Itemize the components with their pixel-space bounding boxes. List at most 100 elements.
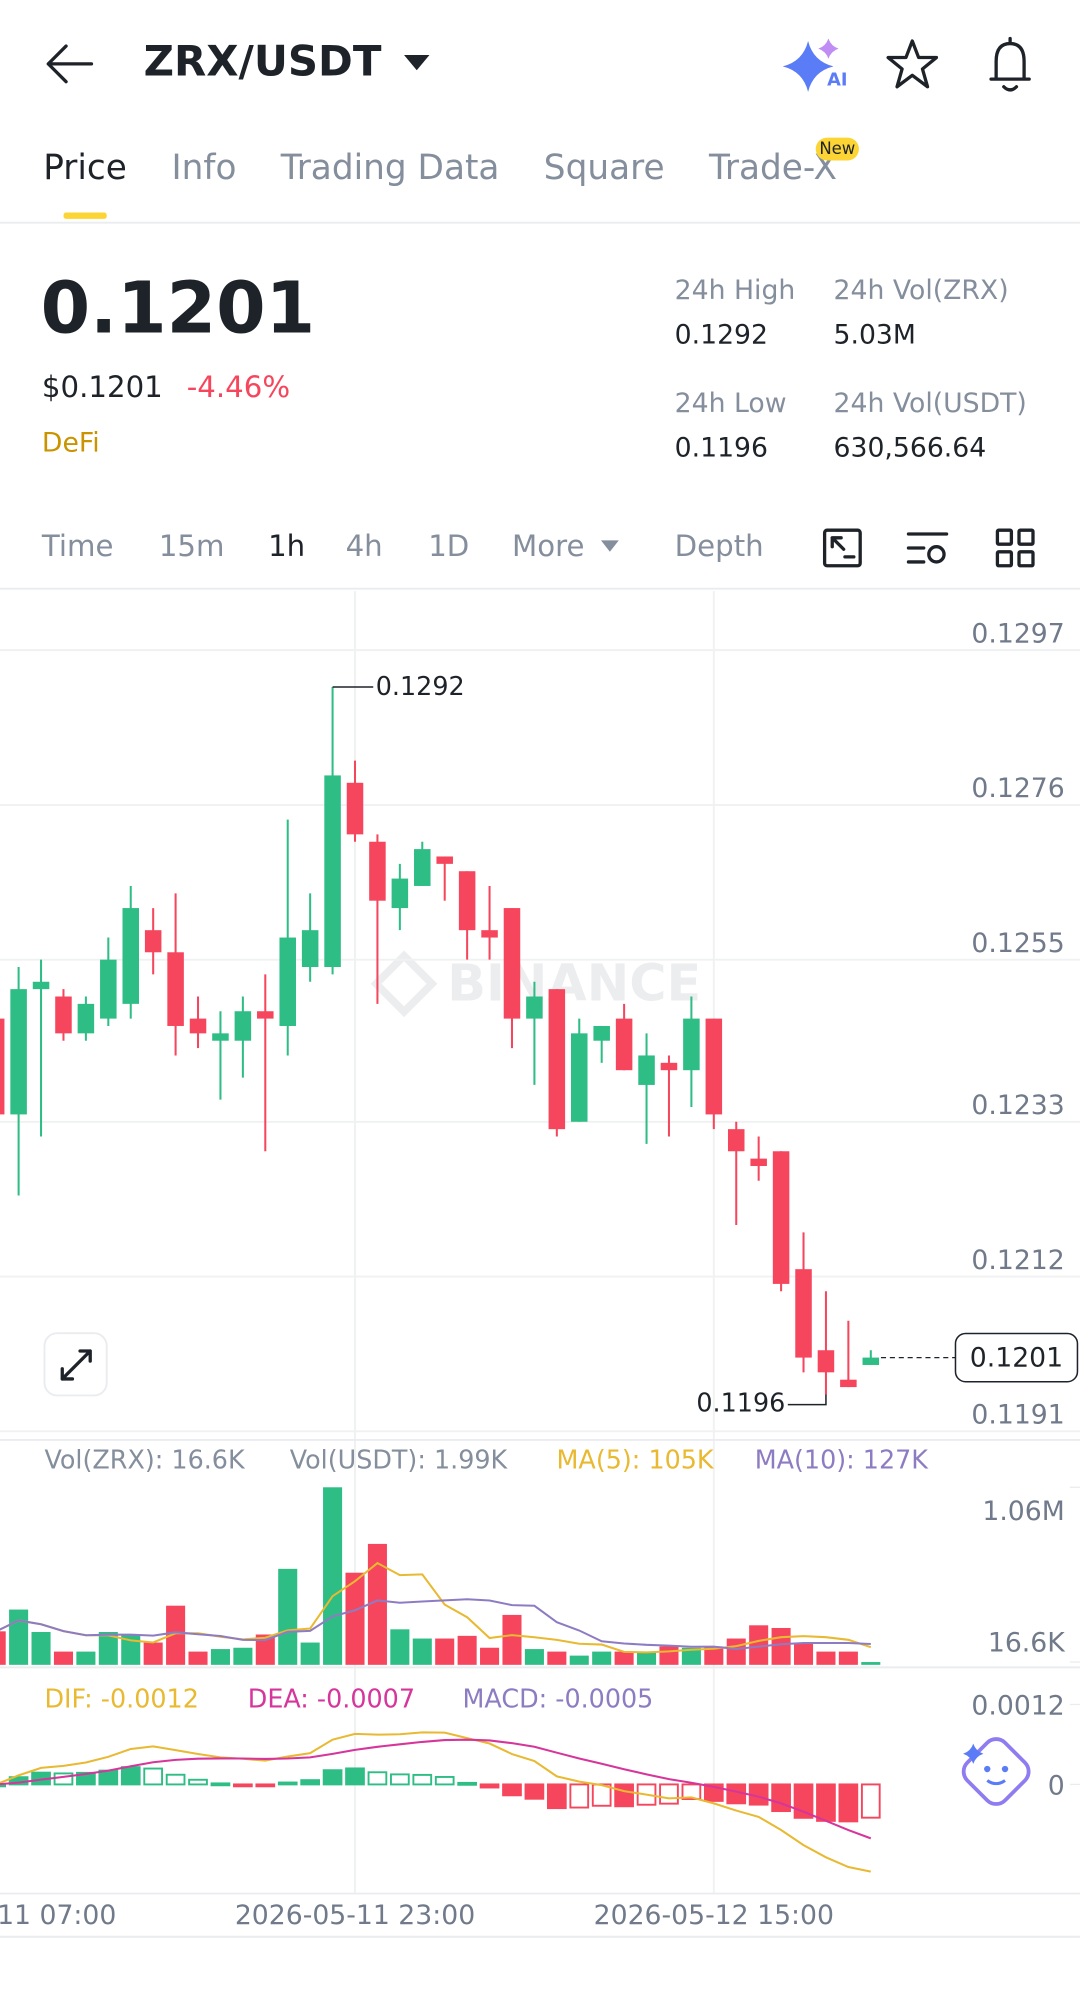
tab[interactable]: Trading Data [280,148,500,188]
tab[interactable]: Info [172,148,237,188]
candle-body [100,959,117,1019]
volume-bar [547,1651,567,1665]
icon-part [986,1779,1006,1786]
tab[interactable]: Trade-X [708,148,837,188]
icon-part [927,545,946,564]
candle-body [593,1025,610,1041]
macd-bar [524,1783,545,1800]
interval[interactable]: Depth [675,529,764,563]
macd-bar [412,1773,433,1786]
candle-body [436,856,453,864]
macd-bar [771,1783,791,1813]
interval[interactable]: 1D [428,529,469,563]
candle-body [77,1003,95,1034]
pair-dropdown[interactable] [404,54,430,71]
volume-ma-line [0,1598,871,1651]
candle-body [10,989,27,1115]
volume-legend: MA(10): 127K [755,1445,930,1475]
volume-bar [300,1642,320,1665]
candle-body [705,1018,723,1115]
candle-body [795,1269,812,1358]
tab[interactable]: Price [43,148,127,188]
y-tick-label: 0.1212 [971,1245,1064,1276]
watermark: BINANCE [370,950,701,1018]
candle-body [615,1018,633,1071]
candle-body [279,937,296,1026]
candle-body [234,1011,252,1041]
y-tick-label: 0 [1048,1770,1065,1801]
volume-bar [637,1651,657,1665]
candle-body [212,1033,229,1041]
macd-bar [255,1783,276,1788]
x-tick-label: 2026-05-12 15:00 [594,1900,834,1931]
candle-body [167,952,184,1026]
macd-bar [502,1783,522,1797]
candle-body [55,996,72,1034]
candle-body [257,1011,274,1019]
macd-bar [614,1783,634,1808]
macd-bar [53,1772,74,1786]
stat-value: 0.1196 [675,432,768,463]
interval[interactable]: More [512,529,584,563]
icon-part [830,536,856,559]
macd-bar [143,1767,164,1786]
icon-part [1017,550,1035,568]
volume-bar [457,1635,477,1665]
volume-bar [31,1632,51,1665]
stat-value: 5.03M [834,319,916,350]
candle-body [346,782,364,835]
macd-bar [816,1783,836,1822]
volume-bar [98,1632,118,1665]
new-badge-bg [815,137,859,161]
candle-body [862,1357,880,1365]
volume-legend: Vol(USDT): 1.99K [290,1445,509,1475]
candle-body [548,989,566,1130]
icon-part [1017,528,1035,546]
tab[interactable]: Square [544,148,665,188]
watermark-logo [370,950,438,1018]
macd-bar [76,1771,96,1786]
interval[interactable]: 4h [346,529,383,563]
volume-bar [188,1651,208,1665]
volume-bar [255,1634,275,1665]
y-tick-label: 0.0012 [971,1691,1064,1722]
usd-price: $0.1201 [42,370,163,404]
notification-button[interactable] [989,36,1031,92]
macd-bar [210,1782,231,1787]
more-caret [600,540,619,552]
ai-assistant-button[interactable] [958,1734,1033,1809]
ai-button[interactable]: AI [782,38,848,92]
fullscreen-button[interactable] [822,528,862,568]
candle-body [0,1018,5,1115]
macd-bar [0,1783,7,1788]
back-button[interactable] [46,44,94,84]
dif-line [0,1731,872,1873]
interval[interactable]: 15m [159,529,225,563]
macd-bar [120,1766,141,1786]
macd-legend: DIF: -0.0012 [44,1683,198,1713]
favorite-button[interactable] [886,39,939,89]
layout-button[interactable] [995,528,1035,568]
volume-bar [592,1651,612,1665]
indicator-settings-button[interactable] [906,532,949,564]
macd-bar [188,1778,208,1786]
interval[interactable]: 1h [268,529,305,563]
volume-bar [9,1609,29,1665]
volume-bar [121,1634,141,1665]
candle-body [481,930,498,938]
interval[interactable]: Time [41,529,114,563]
low-marker [787,1394,827,1406]
candle-body [772,1151,790,1284]
tab-indicator [63,212,107,219]
macd-bar [98,1769,119,1786]
macd-bar [233,1783,253,1788]
expand-chart-button[interactable] [43,1332,108,1397]
icon-part [60,1349,92,1381]
sector-tag[interactable]: DeFi [42,427,100,458]
candle-body [750,1158,767,1166]
volume-bar [412,1638,432,1665]
pair-title[interactable]: ZRX/USDT [144,36,382,85]
volume-bar [838,1651,858,1665]
candle-body [32,981,50,990]
